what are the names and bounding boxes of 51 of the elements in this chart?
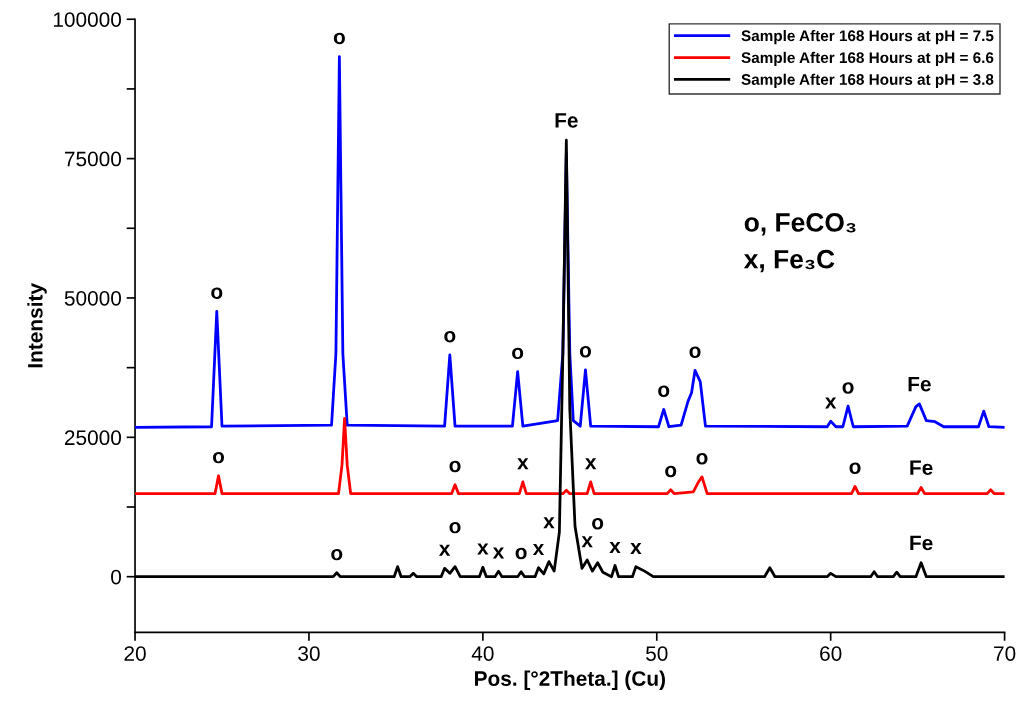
x-tick-label: 50 <box>646 646 668 661</box>
x-axis-title: Pos. [°2Theta.] (Cu) <box>475 670 665 691</box>
y-tick-label: 50000 <box>64 290 122 306</box>
annotation: o <box>689 346 701 358</box>
annotation: x <box>517 458 529 470</box>
line-series <box>135 416 1005 496</box>
annotation: o <box>592 518 604 530</box>
annotation: o <box>579 346 592 358</box>
annotation: o <box>665 465 677 478</box>
annotation: o <box>658 385 670 398</box>
y-tick-label: 100000 <box>53 12 122 27</box>
annotation: x <box>581 536 593 548</box>
annotation: Fe <box>908 376 931 392</box>
annotation: x <box>825 397 837 409</box>
y-tick-label: 25000 <box>64 430 122 446</box>
y-tick-label: 75000 <box>64 151 122 167</box>
annotation: x <box>532 544 545 556</box>
annotation: x, Fe₃C <box>743 249 835 273</box>
x-tick-label: 60 <box>820 646 842 661</box>
y-tick-label: 0 <box>111 569 122 585</box>
annotation: Fe <box>910 460 933 476</box>
legend-label: Sample After 168 Hours at pH = 7.5 <box>741 29 994 45</box>
annotation: x <box>543 517 555 529</box>
annotation: o <box>331 548 343 561</box>
annotation: o, FeCO₃ <box>744 213 856 236</box>
annotation: o <box>512 347 524 360</box>
annotation: o <box>449 521 461 534</box>
x-tick-label: 70 <box>994 646 1016 661</box>
annotation: Fe <box>910 535 933 551</box>
y-axis-title: Intensity <box>27 283 47 368</box>
annotation: x <box>585 458 597 470</box>
annotation: o <box>849 462 861 474</box>
annotation: x <box>609 541 621 553</box>
x-tick-label: 20 <box>124 646 146 661</box>
annotation: o <box>842 382 854 394</box>
x-tick-label: 40 <box>471 646 494 661</box>
legend-label: Sample After 168 Hours at pH = 6.6 <box>741 51 994 67</box>
annotation: x <box>630 542 642 554</box>
annotation: o <box>212 451 225 464</box>
legend-label: Sample After 168 Hours at pH = 3.8 <box>741 73 994 88</box>
annotation: x <box>438 544 451 556</box>
annotation: x <box>492 547 505 559</box>
x-tick-label: 30 <box>298 646 320 661</box>
annotation: o <box>449 460 461 473</box>
annotation: o <box>333 32 345 45</box>
annotation: Fe <box>555 113 578 128</box>
annotation: o <box>444 330 456 343</box>
annotation: o <box>515 547 527 560</box>
annotation: o <box>211 287 223 299</box>
annotation: x <box>477 543 489 555</box>
annotation: o <box>696 453 708 465</box>
